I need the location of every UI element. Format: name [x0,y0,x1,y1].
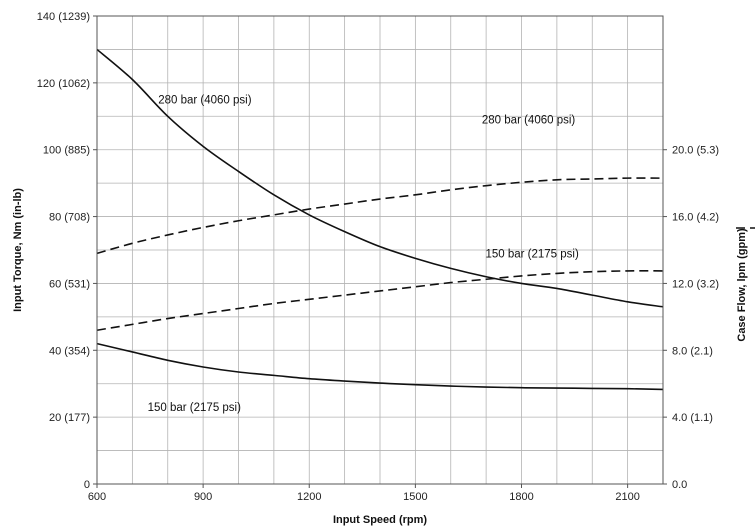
annotations: 280 bar (4060 psi) 150 bar (2175 psi) 280 … [148,95,579,415]
x-tick-label: 1800 [509,491,533,503]
x-tick-label: 600 [88,491,106,503]
case-flow-150-bar-line [96,270,664,332]
x-tick-label: 2100 [615,491,639,503]
y-tick-label: 120 (1062) [37,78,90,90]
torque-280-bar-line [96,48,664,308]
x-axis-title: Input Speed (rpm) [333,514,427,526]
plot-frame [96,15,664,485]
y-tick-label: 80 (708) [49,212,90,224]
y2-tick-label: 8.0 (2.1) [672,345,713,357]
curve-label: 150 bar (2175 psi) [148,402,242,414]
axes [93,15,667,488]
case-flow-280-bar-line [96,177,664,255]
y-tick-label: 100 (885) [43,145,90,157]
curve-label: 150 bar (2175 psi) [485,248,579,260]
x-tick-label: 1500 [403,491,427,503]
curve-label: 280 bar (4060 psi) [482,115,576,127]
x-tick-label: 900 [194,491,212,503]
torque-150-bar-line [96,342,664,391]
y-tick-label: 40 (354) [49,345,90,357]
y-tick-label: 60 (531) [49,278,90,290]
y2-tick-label: 16.0 (4.2) [672,212,719,224]
y2-tick-label: 4.0 (1.1) [672,412,713,424]
y2-axis-title: Case Flow, lpm (gpm) [736,228,748,342]
grid [97,16,663,484]
y2-tick-label: 12.0 (3.2) [672,278,719,290]
y-tick-label: 20 (177) [49,412,90,424]
y-tick-label: 0 [84,479,90,491]
y2-tick-label: 20.0 (5.3) [672,145,719,157]
curve-label: 280 bar (4060 psi) [158,95,252,107]
tick-labels: 600 900 1200 1500 1800 2100 0 20 (177) 40 (354) 6… [37,11,719,503]
y2-tick-label: 0.0 [672,479,687,491]
y-axis-title: Input Torque, Nm (in-lb) [12,188,24,312]
y-tick-label: 140 (1239) [37,11,90,23]
series-layer [96,48,664,391]
x-tick-label: 1200 [297,491,321,503]
